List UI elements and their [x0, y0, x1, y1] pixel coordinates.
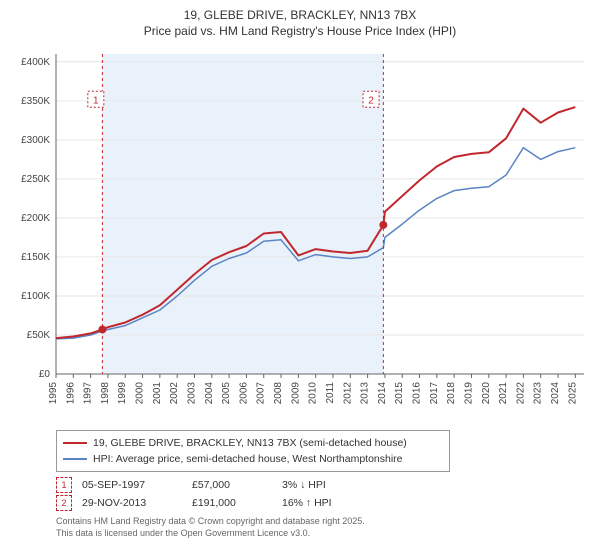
- svg-text:2001: 2001: [152, 382, 163, 405]
- footer-line-1: Contains HM Land Registry data © Crown c…: [56, 516, 592, 528]
- event-date-1: 05-SEP-1997: [82, 479, 192, 491]
- svg-text:2023: 2023: [533, 382, 544, 405]
- svg-text:£250K: £250K: [21, 174, 50, 185]
- svg-text:2004: 2004: [204, 382, 215, 405]
- svg-text:2024: 2024: [550, 382, 561, 405]
- svg-text:1995: 1995: [48, 382, 59, 405]
- svg-text:2014: 2014: [377, 382, 388, 405]
- svg-text:1998: 1998: [100, 382, 111, 405]
- svg-text:£50K: £50K: [27, 330, 51, 341]
- svg-text:2009: 2009: [290, 382, 301, 405]
- svg-text:2002: 2002: [169, 382, 180, 405]
- svg-text:2022: 2022: [515, 382, 526, 405]
- svg-text:£200K: £200K: [21, 213, 50, 224]
- svg-text:£0: £0: [39, 369, 51, 380]
- svg-text:2021: 2021: [498, 382, 509, 405]
- svg-text:2008: 2008: [273, 382, 284, 405]
- svg-text:1997: 1997: [83, 382, 94, 405]
- svg-text:£400K: £400K: [21, 57, 50, 68]
- legend-row-hpi: HPI: Average price, semi-detached house,…: [63, 451, 443, 467]
- event-marker-2: 2: [56, 495, 72, 511]
- footer-line-2: This data is licensed under the Open Gov…: [56, 528, 592, 540]
- svg-text:2016: 2016: [412, 382, 423, 405]
- event-pct-2: 16% ↑ HPI: [282, 497, 372, 509]
- svg-text:2003: 2003: [186, 382, 197, 405]
- svg-text:2025: 2025: [567, 382, 578, 405]
- title-line1: 19, GLEBE DRIVE, BRACKLEY, NN13 7BX: [8, 8, 592, 22]
- svg-text:2011: 2011: [325, 382, 336, 404]
- event-marker-1: 1: [56, 477, 72, 493]
- svg-text:£300K: £300K: [21, 135, 50, 146]
- svg-text:£100K: £100K: [21, 291, 50, 302]
- legend-label-hpi: HPI: Average price, semi-detached house,…: [93, 453, 403, 465]
- svg-text:2018: 2018: [446, 382, 457, 405]
- legend-label-price-paid: 19, GLEBE DRIVE, BRACKLEY, NN13 7BX (sem…: [93, 437, 407, 449]
- events-table: 1 05-SEP-1997 £57,000 3% ↓ HPI 2 29-NOV-…: [56, 476, 592, 512]
- svg-text:2007: 2007: [256, 382, 267, 405]
- svg-text:2015: 2015: [394, 382, 405, 405]
- title-line2: Price paid vs. HM Land Registry's House …: [8, 24, 592, 38]
- event-price-1: £57,000: [192, 479, 282, 491]
- svg-text:2005: 2005: [221, 382, 232, 405]
- svg-text:2000: 2000: [135, 382, 146, 405]
- event-price-2: £191,000: [192, 497, 282, 509]
- svg-text:2006: 2006: [238, 382, 249, 405]
- svg-text:2020: 2020: [481, 382, 492, 405]
- event-date-2: 29-NOV-2013: [82, 497, 192, 509]
- event-row-2: 2 29-NOV-2013 £191,000 16% ↑ HPI: [56, 494, 592, 512]
- svg-text:2019: 2019: [463, 382, 474, 405]
- svg-text:£350K: £350K: [21, 96, 50, 107]
- svg-text:1999: 1999: [117, 382, 128, 405]
- price-chart: £0 £50K £100K £150K £200K £250K £300K £350K £400…: [8, 44, 592, 424]
- event-pct-1: 3% ↓ HPI: [282, 479, 372, 491]
- svg-text:1996: 1996: [65, 382, 76, 405]
- legend: 19, GLEBE DRIVE, BRACKLEY, NN13 7BX (sem…: [56, 430, 450, 472]
- svg-text:2012: 2012: [342, 382, 353, 405]
- legend-row-price-paid: 19, GLEBE DRIVE, BRACKLEY, NN13 7BX (sem…: [63, 435, 443, 451]
- svg-text:2: 2: [368, 95, 374, 106]
- svg-text:2010: 2010: [308, 382, 319, 405]
- footer: Contains HM Land Registry data © Crown c…: [56, 516, 592, 539]
- event-row-1: 1 05-SEP-1997 £57,000 3% ↓ HPI: [56, 476, 592, 494]
- legend-swatch-price-paid: [63, 442, 87, 444]
- svg-text:1: 1: [93, 95, 99, 106]
- svg-text:2013: 2013: [360, 382, 371, 405]
- svg-text:2017: 2017: [429, 382, 440, 405]
- svg-text:£150K: £150K: [21, 252, 50, 263]
- legend-swatch-hpi: [63, 458, 87, 460]
